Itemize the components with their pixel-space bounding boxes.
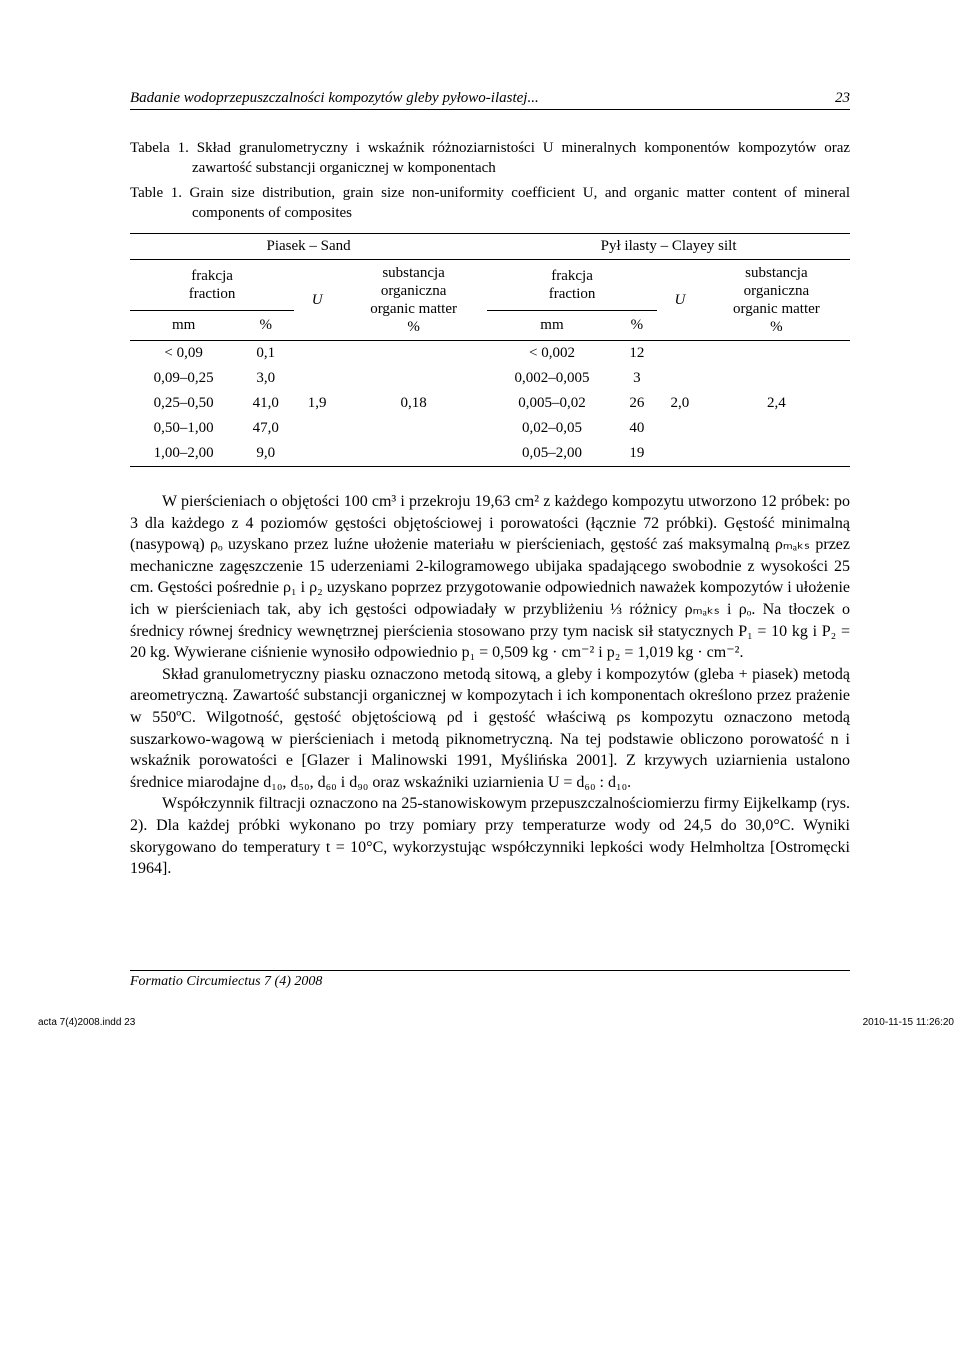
paragraph-3: Współczynnik filtracji oznaczono na 25-s…	[130, 793, 850, 879]
cell: 0,25–0,50	[130, 391, 237, 416]
col-U-2: U	[657, 260, 703, 341]
org-l4a: %	[407, 319, 420, 335]
cell: 0,05–2,00	[487, 441, 617, 467]
cell: 1,00–2,00	[130, 441, 237, 467]
org-l2b: organiczna	[744, 283, 810, 299]
org-l3b: organic matter	[733, 301, 820, 317]
cell: 47,0	[237, 416, 294, 441]
col-pct-2: %	[617, 310, 657, 340]
cell: 41,0	[237, 391, 294, 416]
cell-U-silt: 2,0	[657, 341, 703, 467]
col-fraction-en-2: fraction	[549, 286, 596, 302]
slug-timestamp: 2010-11-15 11:26:20	[863, 1017, 954, 1028]
cell: 0,1	[237, 341, 294, 367]
cell: 26	[617, 391, 657, 416]
running-title: Badanie wodoprzepuszczalności kompozytów…	[130, 90, 539, 107]
col-pct-1: %	[237, 310, 294, 340]
page-number: 23	[835, 90, 850, 107]
col-organic-2: substancja organiczna organic matter %	[703, 260, 850, 341]
cell: 0,50–1,00	[130, 416, 237, 441]
group-header-sand: Piasek – Sand	[130, 234, 487, 260]
col-U-1: U	[294, 260, 340, 341]
journal-ref: Formatio Circumiectus 7 (4) 2008	[130, 974, 322, 989]
cell: 19	[617, 441, 657, 467]
paragraph-2: Skład granulometryczny piasku oznaczono …	[130, 664, 850, 794]
col-fraction-pl-1: frakcja	[191, 268, 233, 284]
org-l3a: organic matter	[370, 301, 457, 317]
org-l1b: substancja	[745, 265, 807, 281]
caption-label-en: Table 1.	[130, 185, 182, 201]
slug-file: acta 7(4)2008.indd 23	[38, 1017, 135, 1028]
table-row: < 0,09 0,1 1,9 0,18 < 0,002 12 2,0 2,4	[130, 341, 850, 367]
caption-text-en: Grain size distribution, grain size non-…	[190, 185, 850, 221]
table-caption-en: Table 1. Grain size distribution, grain …	[130, 183, 850, 224]
grain-size-table: Piasek – Sand Pył ilasty – Clayey silt f…	[130, 233, 850, 467]
org-l1a: substancja	[382, 265, 444, 281]
paragraph-1: W pierścieniach o objętości 100 cm³ i pr…	[130, 491, 850, 664]
org-l2a: organiczna	[381, 283, 447, 299]
cell-org-sand: 0,18	[340, 341, 487, 467]
org-l4b: %	[770, 319, 783, 335]
cell: 3	[617, 366, 657, 391]
group-header-silt: Pył ilasty – Clayey silt	[487, 234, 850, 260]
cell: 0,005–0,02	[487, 391, 617, 416]
cell-U-sand: 1,9	[294, 341, 340, 467]
page-footer: Formatio Circumiectus 7 (4) 2008	[130, 970, 850, 990]
col-fraction-pl-2: frakcja	[551, 268, 593, 284]
cell-org-silt: 2,4	[703, 341, 850, 467]
table-caption-pl: Tabela 1. Skład granulometryczny i wskaź…	[130, 138, 850, 179]
cell: 9,0	[237, 441, 294, 467]
cell: 40	[617, 416, 657, 441]
body-text: W pierścieniach o objętości 100 cm³ i pr…	[130, 491, 850, 880]
running-header: Badanie wodoprzepuszczalności kompozytów…	[130, 90, 850, 110]
col-fraction-en-1: fraction	[189, 286, 236, 302]
cell: < 0,002	[487, 341, 617, 367]
cell: 12	[617, 341, 657, 367]
cell: 3,0	[237, 366, 294, 391]
cell: 0,02–0,05	[487, 416, 617, 441]
page: Badanie wodoprzepuszczalności kompozytów…	[0, 0, 960, 1030]
caption-label-pl: Tabela 1.	[130, 140, 189, 156]
col-organic-1: substancja organiczna organic matter %	[340, 260, 487, 341]
cell: 0,09–0,25	[130, 366, 237, 391]
cell: 0,002–0,005	[487, 366, 617, 391]
slug-line: acta 7(4)2008.indd 23 2010-11-15 11:26:2…	[0, 1017, 960, 1030]
col-mm-2: mm	[487, 310, 617, 340]
cell: < 0,09	[130, 341, 237, 367]
col-mm-1: mm	[130, 310, 237, 340]
caption-text-pl: Skład granulometryczny i wskaźnik różnoz…	[192, 140, 850, 176]
